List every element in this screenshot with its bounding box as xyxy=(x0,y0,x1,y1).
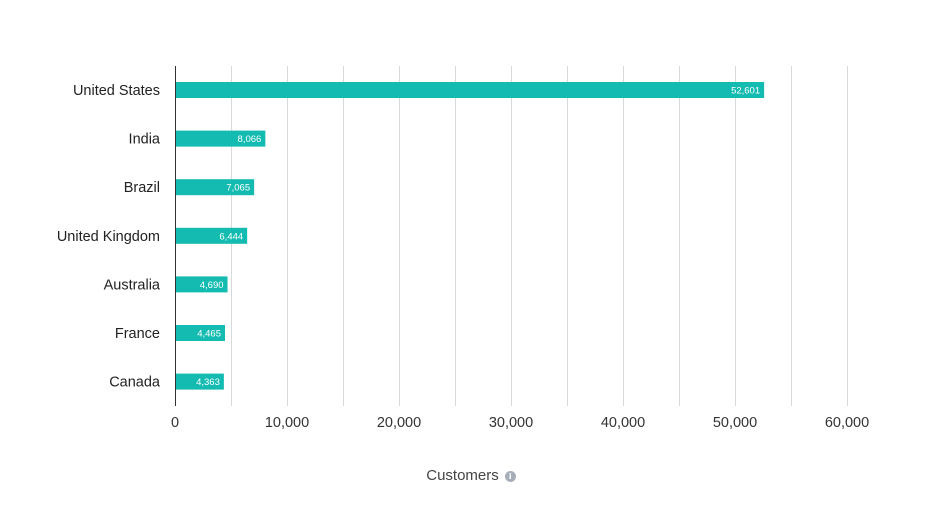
info-icon[interactable]: i xyxy=(504,470,516,482)
data-label: 4,465 xyxy=(197,329,221,340)
bar[interactable] xyxy=(175,325,226,341)
category-label: Canada xyxy=(109,375,161,391)
x-tick-label: 10,000 xyxy=(265,415,309,431)
x-tick-label: 50,000 xyxy=(713,415,757,431)
x-tick-label: 0 xyxy=(171,415,179,431)
data-label: 4,690 xyxy=(200,280,224,291)
grid-lines xyxy=(231,66,848,406)
x-tick-label: 60,000 xyxy=(825,415,869,431)
category-labels: United States India Brazil United Kingdom Au… xyxy=(57,83,161,391)
category-label: United States xyxy=(73,83,160,99)
category-label: Brazil xyxy=(124,180,160,196)
bar[interactable] xyxy=(175,82,765,98)
x-tick-labels: 0 10,000 20,000 30,000 40,000 50,000 60,000 xyxy=(171,415,869,431)
data-label: 8,066 xyxy=(238,134,262,145)
bar[interactable] xyxy=(175,276,228,293)
x-tick-label: 40,000 xyxy=(601,415,645,431)
x-tick-label: 30,000 xyxy=(489,415,533,431)
bar[interactable] xyxy=(175,373,224,390)
bars: 52,601 8,066 7,065 6,444 4,690 4,465 4,363 xyxy=(175,82,765,390)
bar[interactable] xyxy=(175,130,266,147)
data-label: 7,065 xyxy=(226,183,250,194)
bar[interactable] xyxy=(175,179,255,196)
category-label: Australia xyxy=(104,277,161,293)
data-label: 52,601 xyxy=(731,86,760,97)
data-label: 6,444 xyxy=(219,231,243,242)
x-tick-label: 20,000 xyxy=(377,415,421,431)
x-axis-label: Customers xyxy=(426,466,499,484)
category-label: United Kingdom xyxy=(57,229,160,245)
x-axis-title: Customers i xyxy=(0,464,942,486)
data-label: 4,363 xyxy=(196,377,220,388)
category-label: France xyxy=(115,326,160,342)
category-label: India xyxy=(129,132,161,148)
bar[interactable] xyxy=(175,227,248,244)
